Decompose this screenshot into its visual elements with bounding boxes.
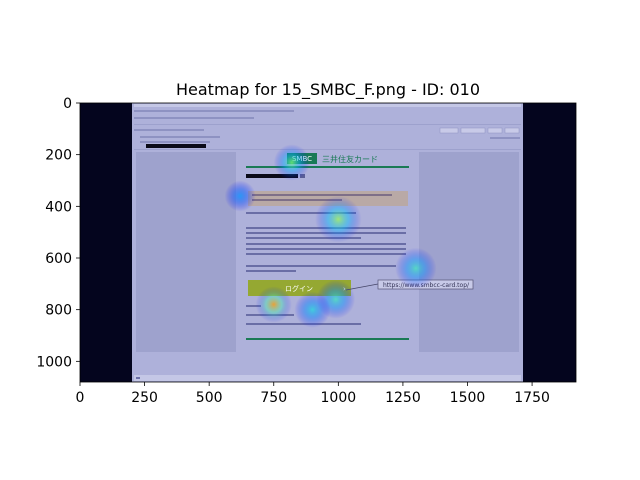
y-tick-label: 200 xyxy=(45,148,72,164)
x-tick-label: 1250 xyxy=(385,390,421,406)
y-tick-label: 600 xyxy=(45,251,72,267)
login-button-label: ログイン xyxy=(285,284,313,293)
heat-hotspot xyxy=(224,180,256,212)
heat-layer xyxy=(224,144,437,328)
x-tick-label: 1500 xyxy=(450,390,486,406)
y-axis: 0 200 400 600 800 1000 xyxy=(36,96,80,370)
heat-hotspot xyxy=(315,196,362,243)
y-tick-label: 400 xyxy=(45,199,72,215)
x-tick-label: 1750 xyxy=(514,390,550,406)
y-tick-label: 1000 xyxy=(36,354,72,370)
x-tick-label: 0 xyxy=(76,390,85,406)
right-side-panel xyxy=(419,152,519,352)
x-tick-label: 1000 xyxy=(321,390,357,406)
redacted-name xyxy=(246,174,298,178)
redaction-bar xyxy=(146,144,206,148)
x-tick-label: 750 xyxy=(260,390,287,406)
brand-rule xyxy=(246,166,409,168)
axes-frame xyxy=(79,102,577,383)
heat-hotspot xyxy=(294,291,331,328)
heat-hotspot xyxy=(395,247,437,289)
left-side-panel xyxy=(136,152,236,352)
x-tick-label: 250 xyxy=(131,390,158,406)
x-tick-label: 500 xyxy=(196,390,223,406)
chart-title: Heatmap for 15_SMBC_F.png - ID: 010 xyxy=(176,80,480,100)
status-bar xyxy=(134,375,521,381)
footer-rule xyxy=(246,338,409,340)
heat-hotspot xyxy=(255,286,292,323)
heat-hotspot xyxy=(273,144,310,181)
brand-name: 三井住友カード xyxy=(322,154,378,164)
x-axis: 0 250 500 750 1000 1250 1500 1750 xyxy=(76,382,550,406)
y-tick-label: 800 xyxy=(45,303,72,319)
plot-image: SMBC 三井住友カード ログイン › https://www.smbcc-ca… xyxy=(80,103,576,382)
y-tick-label: 0 xyxy=(63,96,72,112)
email-client-chrome xyxy=(134,104,521,150)
